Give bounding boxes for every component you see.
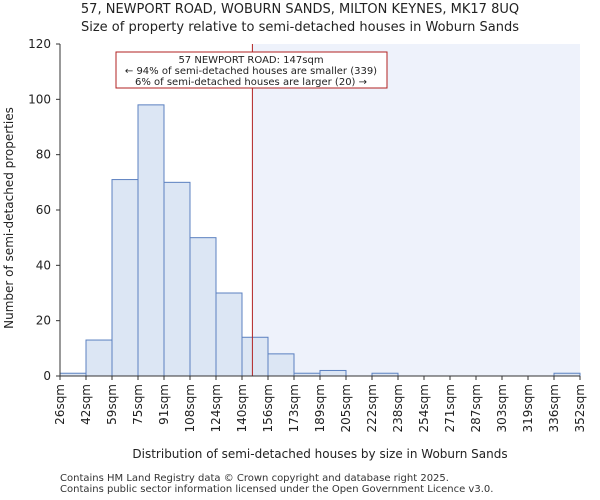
- y-axis-label: Number of semi-detached properties: [2, 107, 16, 329]
- x-tick-label: 173sqm: [287, 384, 301, 432]
- chart-title: 57, NEWPORT ROAD, WOBURN SANDS, MILTON K…: [80, 2, 520, 17]
- x-tick-label: 303sqm: [495, 384, 509, 432]
- histogram-bar: [241, 336, 269, 377]
- y-tick-label: 60: [36, 203, 51, 217]
- annotation-line-1: 57 NEWPORT ROAD: 147sqm: [178, 55, 323, 66]
- x-tick-label: 238sqm: [391, 384, 405, 432]
- annotation-line-2: ← 94% of semi-detached houses are smalle…: [125, 66, 377, 77]
- y-tick-label: 100: [28, 92, 51, 106]
- x-tick-label: 26sqm: [53, 384, 67, 425]
- histogram-bar: [189, 237, 217, 377]
- x-tick-label: 222sqm: [365, 384, 379, 432]
- x-tick-label: 91sqm: [157, 384, 171, 425]
- x-axis-label: Distribution of semi-detached houses by …: [132, 447, 507, 461]
- x-tick-label: 336sqm: [547, 384, 561, 432]
- x-tick-label: 124sqm: [209, 384, 223, 432]
- footer-copyright: Contains HM Land Registry data © Crown c…: [60, 473, 449, 484]
- y-tick-label: 20: [36, 314, 51, 328]
- footer-licence: Contains public sector information licen…: [60, 484, 494, 495]
- annotation-box: 57 NEWPORT ROAD: 147sqm ← 94% of semi-de…: [115, 51, 388, 89]
- histogram-bar: [111, 179, 139, 377]
- histogram-bar: [215, 292, 243, 377]
- histogram-bar: [85, 339, 113, 377]
- x-tick-label: 42sqm: [79, 384, 93, 425]
- x-tick-label: 108sqm: [183, 384, 197, 432]
- histogram-bar: [137, 104, 165, 377]
- y-tick-label: 120: [28, 37, 51, 51]
- y-tick-label: 40: [36, 258, 51, 272]
- x-tick-label: 189sqm: [313, 384, 327, 432]
- x-tick-label: 271sqm: [443, 384, 457, 432]
- x-tick-label: 319sqm: [521, 384, 535, 432]
- annotation-line-3: 6% of semi-detached houses are larger (2…: [135, 77, 367, 88]
- histogram-bar: [163, 181, 191, 377]
- x-tick-label: 59sqm: [105, 384, 119, 425]
- chart-subtitle: Size of property relative to semi-detach…: [80, 20, 520, 35]
- larger-properties-shade: [252, 44, 580, 376]
- y-tick-label: 0: [43, 369, 51, 383]
- y-tick-label: 80: [36, 148, 51, 162]
- histogram-bar: [267, 353, 295, 377]
- x-tick-label: 140sqm: [235, 384, 249, 432]
- x-tick-label: 352sqm: [573, 384, 587, 432]
- x-tick-label: 287sqm: [469, 384, 483, 432]
- histogram-bar: [319, 369, 347, 377]
- x-tick-label: 254sqm: [417, 384, 431, 432]
- x-tick-label: 156sqm: [261, 384, 275, 432]
- x-tick-label: 205sqm: [339, 384, 353, 432]
- x-tick-label: 75sqm: [131, 384, 145, 425]
